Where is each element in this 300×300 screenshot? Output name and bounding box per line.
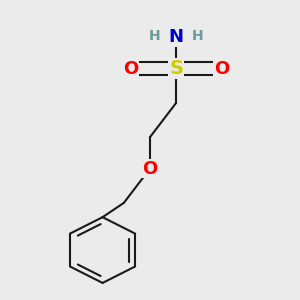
Text: O: O xyxy=(214,59,230,77)
Text: H: H xyxy=(149,29,161,43)
Text: S: S xyxy=(169,59,183,78)
Text: O: O xyxy=(123,59,138,77)
Text: N: N xyxy=(169,28,184,46)
Text: O: O xyxy=(142,160,158,178)
Text: H: H xyxy=(192,29,203,43)
